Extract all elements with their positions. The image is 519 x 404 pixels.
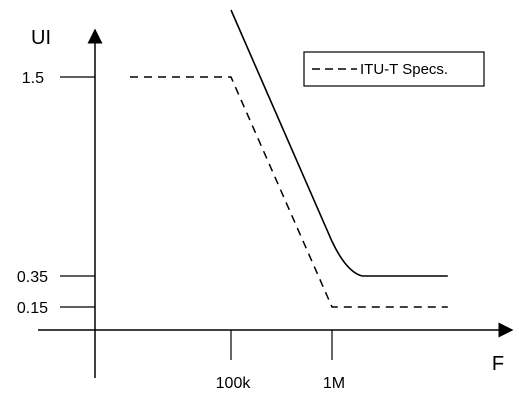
x-tick-label-100k: 100k <box>216 375 252 392</box>
x-axis-title: F <box>492 353 504 375</box>
y-tick-label-0.35: 0.35 <box>17 269 48 286</box>
y-axis-title: UI <box>31 27 51 49</box>
legend-label-itu-t-specs: ITU-T Specs. <box>360 61 448 78</box>
y-tick-label-1.5: 1.5 <box>22 70 44 87</box>
series-line-itu-t-specs <box>130 76 448 308</box>
series-line-measured <box>230 9 448 277</box>
y-tick-label-0.15: 0.15 <box>17 300 48 317</box>
legend: ITU-T Specs. <box>303 51 485 87</box>
legend-box <box>303 51 485 87</box>
x-tick-label-1M: 1M <box>323 375 345 392</box>
